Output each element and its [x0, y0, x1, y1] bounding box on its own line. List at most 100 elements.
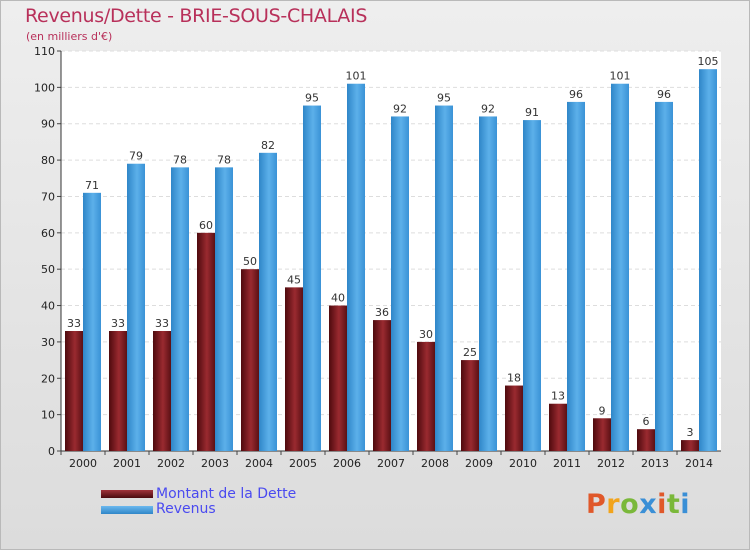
data-label-dette: 30 — [419, 328, 433, 341]
bar-dette — [285, 287, 303, 451]
bar-dette — [197, 232, 215, 451]
x-tick-label: 2005 — [289, 457, 317, 470]
x-tick-label: 2004 — [245, 457, 273, 470]
bar-revenus — [655, 101, 673, 451]
logo-letter: P — [586, 489, 607, 520]
bar-dette — [417, 341, 435, 451]
x-tick-label: 2001 — [113, 457, 141, 470]
data-label-revenus: 96 — [569, 88, 583, 101]
bar-revenus — [611, 83, 629, 452]
logo-letter: r — [606, 489, 621, 520]
data-label-dette: 18 — [507, 372, 521, 385]
legend-label-revenus: Revenus — [156, 501, 216, 517]
bar-revenus — [391, 116, 409, 452]
data-label-revenus: 71 — [85, 179, 99, 192]
bar-revenus — [259, 152, 277, 451]
y-tick-label: 50 — [41, 263, 55, 276]
data-label-revenus: 95 — [437, 92, 451, 105]
x-tick-label: 2011 — [553, 457, 581, 470]
x-tick-label: 2006 — [333, 457, 361, 470]
data-label-revenus: 101 — [610, 70, 631, 83]
chart-subtitle: (en milliers d'€) — [26, 30, 113, 43]
x-tick-label: 2012 — [597, 457, 625, 470]
bar-dette — [65, 331, 83, 451]
bar-dette — [681, 440, 699, 451]
y-tick-label: 80 — [41, 154, 55, 167]
y-tick-label: 40 — [41, 300, 55, 313]
data-label-dette: 25 — [463, 346, 477, 359]
x-tick-label: 2010 — [509, 457, 537, 470]
data-label-dette: 33 — [111, 317, 125, 330]
bar-revenus — [347, 83, 365, 452]
bar-revenus — [699, 69, 717, 451]
data-label-revenus: 78 — [217, 153, 231, 166]
proxiti-logo: Proxiti — [586, 489, 690, 520]
logo-letter: t — [666, 489, 681, 520]
chart-title: Revenus/Dette - BRIE-SOUS-CHALAIS — [25, 5, 368, 27]
logo-letter: x — [639, 489, 658, 520]
data-label-revenus: 96 — [657, 88, 671, 101]
y-tick-label: 10 — [41, 409, 55, 422]
bar-dette — [153, 331, 171, 451]
x-tick-label: 2002 — [157, 457, 185, 470]
legend-swatch-dette — [101, 490, 153, 498]
bar-dette — [637, 429, 655, 451]
x-tick-label: 2014 — [685, 457, 713, 470]
bar-dette — [593, 418, 611, 451]
bar-revenus — [303, 105, 321, 451]
data-label-revenus: 105 — [698, 55, 719, 68]
bar-revenus — [127, 163, 145, 451]
data-label-dette: 33 — [155, 317, 169, 330]
bar-revenus — [83, 192, 101, 451]
bar-revenus — [215, 167, 233, 451]
legend-swatch-revenus — [101, 506, 153, 514]
bar-revenus — [523, 120, 541, 451]
bar-dette — [373, 320, 391, 451]
y-tick-label: 100 — [34, 81, 55, 94]
y-tick-label: 60 — [41, 227, 55, 240]
data-label-dette: 45 — [287, 273, 301, 286]
logo-letter: i — [680, 489, 691, 520]
data-label-dette: 3 — [687, 426, 694, 439]
data-label-revenus: 92 — [393, 102, 407, 115]
bar-revenus — [567, 101, 585, 451]
data-label-dette: 40 — [331, 292, 345, 305]
legend-label-dette: Montant de la Dette — [156, 486, 297, 502]
x-tick-label: 2009 — [465, 457, 493, 470]
data-label-revenus: 82 — [261, 139, 275, 152]
bar-dette — [241, 269, 259, 451]
data-label-revenus: 79 — [129, 150, 143, 163]
x-tick-label: 2003 — [201, 457, 229, 470]
x-tick-label: 2007 — [377, 457, 405, 470]
bar-dette — [109, 331, 127, 451]
data-label-dette: 33 — [67, 317, 81, 330]
y-tick-label: 90 — [41, 118, 55, 131]
y-tick-label: 0 — [48, 445, 55, 458]
bar-dette — [329, 305, 347, 451]
y-tick-label: 110 — [34, 45, 55, 58]
logo-letter: o — [620, 489, 640, 520]
x-tick-label: 2008 — [421, 457, 449, 470]
data-label-revenus: 101 — [346, 70, 367, 83]
bar-revenus — [479, 116, 497, 452]
data-label-dette: 36 — [375, 306, 389, 319]
y-tick-label: 30 — [41, 336, 55, 349]
data-label-revenus: 91 — [525, 106, 539, 119]
x-tick-label: 2013 — [641, 457, 669, 470]
y-tick-label: 70 — [41, 190, 55, 203]
bar-revenus — [435, 105, 453, 451]
x-tick-label: 2000 — [69, 457, 97, 470]
bar-revenus — [171, 167, 189, 451]
data-label-dette: 13 — [551, 390, 565, 403]
data-label-revenus: 78 — [173, 153, 187, 166]
data-label-revenus: 95 — [305, 92, 319, 105]
bar-dette — [505, 385, 523, 451]
data-label-dette: 60 — [199, 219, 213, 232]
bar-dette — [461, 360, 479, 451]
y-tick-label: 20 — [41, 372, 55, 385]
data-label-revenus: 92 — [481, 102, 495, 115]
data-label-dette: 9 — [599, 404, 606, 417]
data-label-dette: 6 — [643, 415, 650, 428]
